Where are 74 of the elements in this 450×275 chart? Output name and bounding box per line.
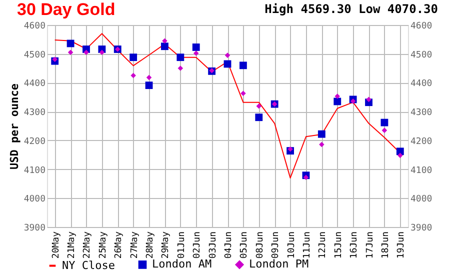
point [224,60,232,68]
x-tick-label: 18Jun [380,232,391,259]
x-tick-label: 27May [130,230,140,259]
x-tick-label: 28May [146,230,156,259]
y2-tick-label: 4200 [410,136,432,147]
x-tick-label: 09Jun [271,232,282,259]
x-tick-label: 02Jun [192,232,203,259]
y2-tick-label: 4600 [410,22,432,32]
x-tick-label: 20May [51,230,62,259]
point [161,42,168,50]
chart-title: 30 Day Gold [17,0,116,19]
y-tick-label: 4100 [24,166,46,176]
x-tick-label: 08Jun [255,232,266,259]
point [68,50,74,56]
point [145,82,153,90]
x-tick-label: 04Jun [224,232,234,259]
y-tick-label: 4000 [24,194,46,205]
point [192,44,200,51]
text: High 4569.30 Low 4070.30 [264,2,438,16]
x-tick-label: 03Jun [208,232,218,259]
point [288,146,293,152]
y-tick-label: 4500 [24,50,46,60]
point [255,114,263,122]
x-tick-label: 01Jun [176,232,187,259]
x-tick-label: 16Jun [350,232,360,259]
point [256,103,262,109]
x-tick-label: 25May [98,230,108,259]
point [319,142,324,148]
y-tick-label: 3900 [24,224,46,234]
point [162,38,168,44]
legend-label: NY Close [62,258,115,272]
point [318,130,326,138]
x-tick-label: 05Jun [240,232,250,259]
legend-label: London PM [249,258,309,271]
y-tick-label: 4600 [24,22,46,32]
x-tick-label: 26May [114,230,124,259]
point [382,128,388,133]
legend-label: London AM [152,258,212,271]
x-tick-label: 17Jun [365,232,376,259]
point [334,98,342,106]
point [52,56,58,62]
point [99,50,105,56]
y2-tick-label: 4500 [410,50,432,60]
y-tick-label: 4400 [24,79,46,90]
x-tick-label: 10Jun [286,232,297,259]
point [303,174,309,180]
y2-tick-label: 3900 [410,224,432,234]
point [178,66,184,71]
point [193,50,199,56]
x-tick-label: 29May [161,230,172,259]
x-tick-label: 22May [82,230,93,259]
point [350,98,356,104]
point [176,54,184,62]
y2-tick-label: 4100 [410,166,432,176]
point [380,118,388,126]
y-tick-label: 4200 [24,136,46,147]
point [396,148,404,156]
point [240,90,246,96]
point [66,40,74,48]
point [334,94,340,99]
y2-tick-label: 4000 [410,194,432,205]
point [130,54,138,62]
y2-tick-label: 4300 [410,108,432,118]
y-axis-title: USD per ounce [8,83,21,170]
x-tick-label: 21May [67,230,78,259]
y-tick-label: 4300 [24,108,46,118]
y2-tick-label: 4400 [410,79,432,90]
point [398,152,403,158]
point [239,62,247,70]
x-tick-label: 15Jun [334,232,344,259]
x-tick-label: 11Jun [302,232,312,259]
point [146,74,152,80]
x-tick-label: 19Jun [396,232,407,259]
x-tick-label: 12Jun [318,232,328,259]
